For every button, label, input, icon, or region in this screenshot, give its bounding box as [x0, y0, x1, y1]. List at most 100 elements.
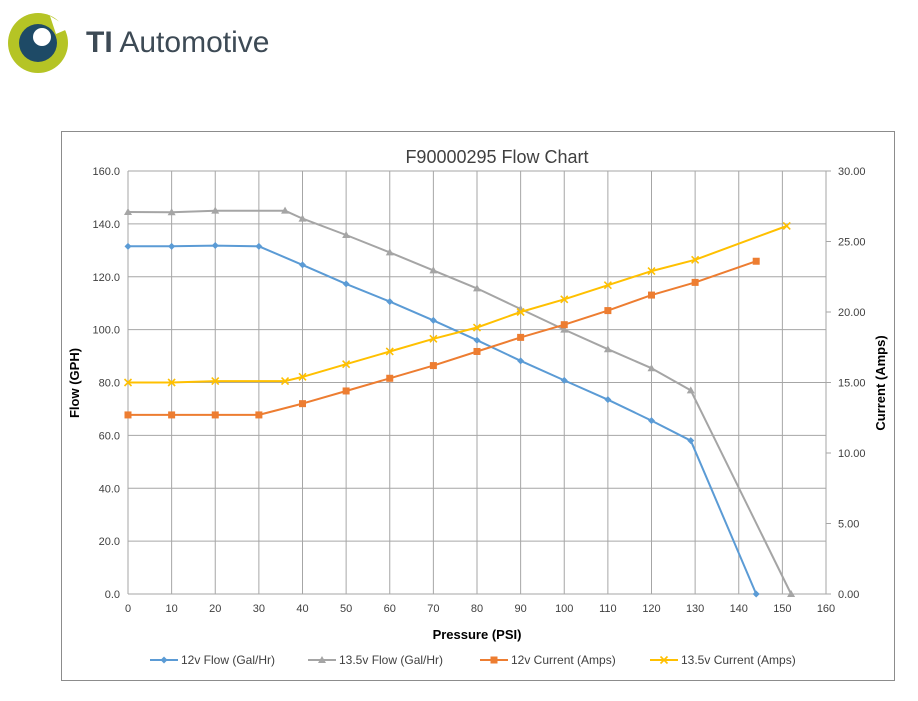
x-tick-label: 20	[209, 603, 221, 615]
brand-rest: Automotive	[119, 26, 270, 59]
legend-label-2: 13.5v Flow (Gal/Hr)	[339, 653, 443, 667]
series-3-point	[691, 278, 699, 286]
y-tick-label: 0.0	[105, 589, 120, 601]
series-4-point	[647, 267, 656, 276]
chart-frame: 0 10 20 30 40 50 60 70 80 90 100 110 120 130 140 150 160…	[61, 131, 895, 681]
flow-chart: 0 10 20 30 40 50 60 70 80 90 100 110 120 130 140 150 160…	[67, 147, 888, 667]
x-tick-label: 0	[125, 603, 131, 615]
series-4-point	[167, 378, 176, 387]
series-2-point	[686, 386, 695, 394]
series-2-point	[429, 266, 438, 274]
series-2-point	[603, 345, 612, 353]
series-line-3	[128, 260, 757, 416]
series-3-point	[168, 411, 176, 419]
series-2-point	[385, 248, 394, 256]
y-tick-label: 140.0	[92, 219, 120, 231]
series-line-2	[127, 209, 792, 595]
tick-layer: 0 10 20 30 40 50 60 70 80 90 100 110 120 130 140 150 160…	[92, 166, 865, 615]
series-1-point	[342, 280, 350, 288]
y-tick-label: 100.0	[92, 325, 120, 337]
y-axis-label: Flow (GPH)	[67, 348, 82, 418]
ti-logo-mark-icon	[8, 13, 70, 73]
x-tick-label: 10	[166, 603, 178, 615]
y2-tick-label: 5.00	[838, 519, 859, 531]
chart-title: F90000295 Flow Chart	[405, 147, 588, 167]
logo: TI Automotive	[6, 8, 306, 78]
series-3-point	[211, 411, 219, 419]
series-4-point	[280, 377, 290, 386]
series-3-point	[604, 307, 612, 315]
y2-tick-label: 10.00	[838, 448, 866, 460]
series-1-point	[255, 242, 263, 250]
grid	[127, 170, 831, 595]
x-tick-label: 80	[471, 603, 483, 615]
x-tick-label: 50	[340, 603, 352, 615]
series-layer	[123, 206, 796, 598]
series-3-point	[560, 321, 568, 329]
series-3-point	[386, 374, 394, 382]
series-2-point	[560, 325, 569, 333]
logo-hole	[33, 28, 51, 46]
legend-label-3: 12v Current (Amps)	[511, 653, 616, 667]
x-tick-label: 120	[642, 603, 660, 615]
series-1-point	[429, 316, 437, 324]
series-1-point	[168, 242, 176, 250]
y-tick-label: 40.0	[99, 483, 120, 495]
series-1-point	[211, 242, 219, 250]
y-tick-label: 120.0	[92, 272, 120, 284]
series-2-point	[124, 207, 132, 215]
legend: 12v Flow (Gal/Hr) 13.5v Flow (Gal/Hr) 12v …	[150, 653, 796, 667]
series-4-point	[691, 255, 700, 264]
series-3-point	[255, 411, 263, 419]
x-tick-label: 100	[555, 603, 573, 615]
brand-bold: TI	[86, 26, 113, 59]
series-2-point	[281, 206, 290, 214]
series-4-point	[385, 347, 394, 356]
legend-marker-4	[659, 655, 669, 665]
series-1-point	[687, 437, 695, 445]
x-tick-label: 110	[599, 603, 617, 615]
series-3-point	[517, 333, 525, 341]
series-4-point	[123, 378, 133, 387]
series-1-point	[386, 298, 394, 306]
y-tick-label: 160.0	[92, 166, 120, 178]
logo-notch	[50, 16, 70, 34]
y-tick-label: 60.0	[99, 430, 120, 442]
y-tick-label: 20.0	[99, 536, 120, 548]
series-2-point	[298, 214, 307, 222]
y2-tick-label: 0.00	[838, 589, 859, 601]
series-4-point	[472, 323, 482, 332]
series-1-point	[752, 590, 760, 598]
y-tick-label: 80.0	[99, 378, 120, 390]
series-3-point	[752, 257, 760, 265]
legend-marker-3	[490, 656, 498, 664]
series-2-point	[647, 364, 656, 372]
series-2-point	[473, 284, 481, 292]
x-tick-label: 40	[296, 603, 308, 615]
series-3-point	[124, 411, 132, 419]
x-tick-label: 150	[773, 603, 791, 615]
y2-tick-label: 15.00	[838, 378, 866, 390]
series-3-point	[429, 362, 437, 370]
series-1-point	[648, 417, 655, 425]
series-2-point	[787, 590, 796, 597]
y2-tick-label: 25.00	[838, 237, 866, 249]
series-1-point	[473, 336, 481, 344]
series-4-point	[516, 307, 525, 317]
series-1-point	[517, 357, 525, 365]
y2-tick-label: 20.00	[838, 307, 866, 319]
series-1-point	[299, 261, 306, 269]
series-3-point	[342, 387, 350, 395]
series-2-point	[211, 206, 220, 214]
series-line-1	[128, 244, 758, 595]
series-4-point	[560, 295, 569, 304]
series-1-point	[560, 376, 568, 384]
x-axis-label: Pressure (PSI)	[433, 627, 522, 642]
series-3-point	[299, 400, 306, 408]
y2-axis-label: Current (Amps)	[873, 335, 888, 430]
series-4-point	[429, 334, 438, 343]
y2-tick-label: 30.00	[838, 166, 866, 178]
legend-label-1: 12v Flow (Gal/Hr)	[181, 653, 275, 667]
x-tick-label: 70	[427, 603, 439, 615]
brand-name: TI Automotive	[86, 26, 269, 60]
